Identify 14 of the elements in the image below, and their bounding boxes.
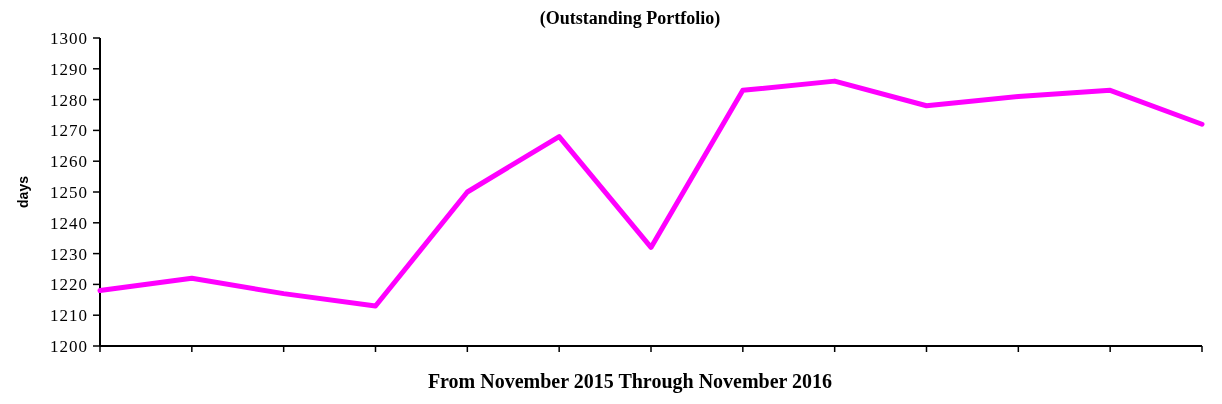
y-tick-label: 1270: [50, 121, 88, 141]
y-tick-label: 1200: [50, 336, 88, 356]
y-tick-label: 1230: [50, 244, 88, 264]
y-tick-label: 1210: [50, 306, 88, 326]
y-axis-title: days: [15, 175, 31, 208]
x-axis-title: From November 2015 Through November 2016: [427, 370, 833, 393]
y-tick-label: 1260: [50, 152, 88, 172]
y-tick-label: 1250: [50, 182, 88, 202]
y-tick-label: 1240: [50, 213, 88, 233]
y-tick-label: 1220: [50, 275, 88, 295]
chart-title: (Outstanding Portfolio): [539, 8, 721, 29]
y-tick-label: 1300: [50, 28, 88, 48]
y-tick-label: 1280: [50, 90, 88, 110]
y-tick-label: 1290: [50, 59, 88, 79]
